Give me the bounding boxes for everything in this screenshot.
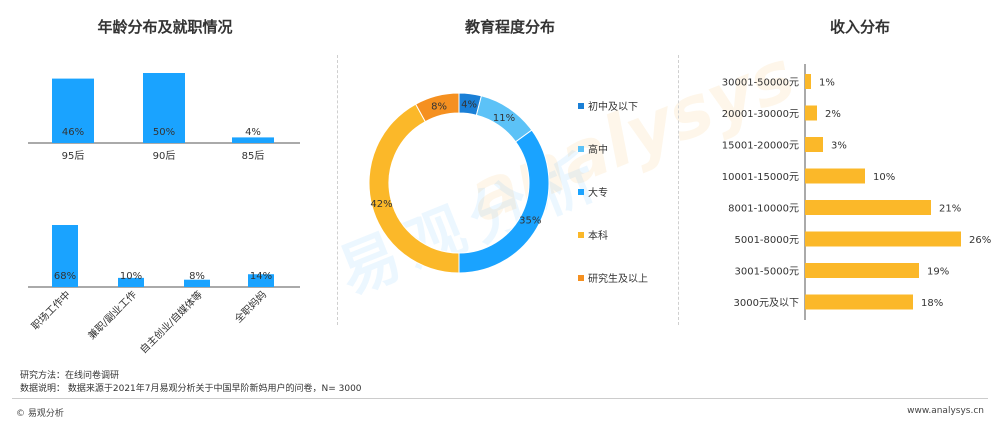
edu-slice-label: 11% (493, 113, 515, 124)
income-bar (805, 263, 919, 278)
edu-slice-label: 42% (370, 199, 392, 210)
income-bar (805, 200, 931, 215)
edu-slice-label: 35% (519, 215, 541, 226)
edu-legend-item: 大专 (578, 184, 648, 199)
edu-legend-swatch (578, 102, 584, 109)
charts-canvas: 46% 95后 50% 90后 4% 85后 68% 职场工作中 10% 兼职/副业工作 8% 自主创… (28, 64, 991, 356)
income-bar-label: 1% (819, 78, 835, 89)
income-bar-label: 3% (831, 141, 847, 152)
income-category-label: 30001-50000元 (722, 78, 799, 89)
income-bar (805, 74, 811, 89)
income-bar-label: 10% (873, 172, 895, 183)
income-panel-title: 收入分布 (829, 18, 890, 36)
income-bar (805, 231, 961, 247)
job-bar (52, 225, 78, 287)
edu-slice-label: 4% (461, 100, 477, 111)
age-panel-title: 年龄分布及就职情况 (97, 18, 233, 36)
income-category-label: 3000元及以下 (734, 297, 799, 309)
edu-legend-item: 初中及以下 (578, 98, 648, 113)
age-category-label: 95后 (62, 150, 85, 162)
job-bar-label: 14% (250, 271, 272, 282)
job-category-label: 兼职/副业工作 (85, 288, 139, 342)
income-bar-label: 26% (969, 235, 991, 246)
age-bar-label: 46% (62, 127, 84, 138)
edu-legend-item: 研究生及以上 (578, 270, 648, 285)
income-category-label: 5001-8000元 (734, 235, 799, 246)
job-bar-label: 10% (120, 271, 142, 282)
income-bar (805, 294, 913, 310)
footer-method: 研究方法：在线问卷调研 (20, 371, 120, 381)
age-bar (52, 78, 94, 143)
income-bar-label: 21% (939, 204, 961, 215)
job-bar (248, 274, 274, 287)
edu-legend-item: 本科 (578, 227, 648, 242)
footer-divider (12, 398, 988, 399)
edu-legend-label: 初中及以下 (588, 102, 638, 113)
edu-legend-label: 本科 (588, 231, 608, 242)
income-bar (805, 105, 817, 121)
age-bar (232, 137, 274, 143)
edu-legend-label: 高中 (588, 145, 608, 156)
income-category-label: 10001-15000元 (722, 172, 799, 183)
age-category-label: 90后 (153, 150, 176, 162)
job-bar (184, 279, 210, 287)
income-bar-label: 19% (927, 267, 949, 278)
footer-data-note: 数据说明： 数据来源于2021年7月易观分析关于中国早阶新妈用户的问卷，N= 3… (20, 384, 362, 394)
edu-slice (368, 103, 460, 274)
age-category-label: 85后 (242, 150, 265, 162)
age-bar-label: 4% (245, 127, 261, 138)
age-bar-label: 50% (153, 127, 175, 138)
age-bar (143, 73, 185, 143)
job-category-label: 自主创业/自媒体等 (137, 288, 205, 356)
divider-left (337, 55, 338, 325)
job-bar-label: 68% (54, 271, 76, 282)
income-category-label: 15001-20000元 (722, 141, 799, 152)
edu-legend-label: 大专 (588, 188, 608, 199)
footer-brand: © 易观分析 (16, 409, 64, 419)
job-bar-label: 8% (189, 271, 205, 282)
edu-legend-swatch (578, 231, 584, 238)
edu-legend-item: 高中 (578, 141, 648, 156)
edu-slice-label: 8% (431, 102, 447, 113)
footer-url: www.analysys.cn (907, 406, 984, 416)
income-category-label: 20001-30000元 (722, 109, 799, 120)
edu-slice (414, 92, 460, 123)
income-bar (805, 137, 823, 152)
edu-legend: 初中及以下高中大专本科研究生及以上 (578, 98, 648, 313)
job-category-label: 职场工作中 (29, 288, 74, 333)
edu-legend-swatch (578, 188, 584, 195)
job-bar (118, 277, 144, 287)
divider-right (678, 55, 679, 325)
job-category-label: 全职妈妈 (232, 288, 269, 325)
edu-legend-swatch (578, 274, 584, 281)
income-category-label: 3001-5000元 (734, 267, 799, 278)
edu-panel-title: 教育程度分布 (464, 18, 555, 36)
income-bar (805, 168, 865, 184)
edu-legend-label: 研究生及以上 (588, 274, 648, 285)
edu-slice (458, 129, 550, 274)
edu-legend-swatch (578, 145, 584, 152)
income-bar-label: 2% (825, 109, 841, 120)
income-category-label: 8001-10000元 (728, 204, 799, 215)
income-bar-label: 18% (921, 298, 943, 309)
